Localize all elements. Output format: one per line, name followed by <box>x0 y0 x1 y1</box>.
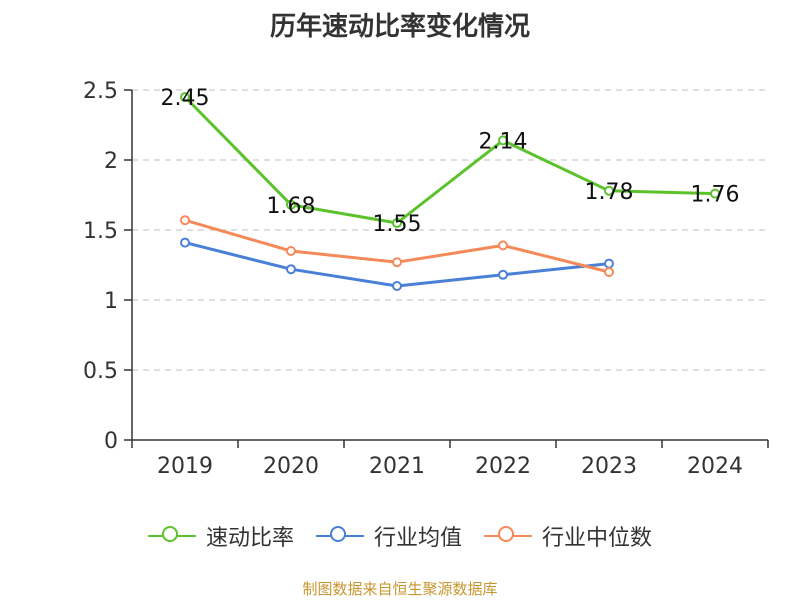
legend-label: 行业中位数 <box>542 526 653 551</box>
data-label: 2.14 <box>479 129 528 154</box>
legend-item-quick-ratio[interactable]: 速动比率 <box>147 520 294 552</box>
legend-label: 速动比率 <box>205 526 294 551</box>
legend-swatch-industry-median <box>484 524 532 548</box>
data-label: 1.76 <box>691 183 740 208</box>
x-tick-label: 2024 <box>687 454 743 479</box>
data-label: 1.78 <box>585 180 634 205</box>
data-point <box>710 188 720 199</box>
y-tick-label: 2.5 <box>83 79 118 104</box>
y-tick-label: 0 <box>104 429 118 454</box>
data-point <box>286 246 296 256</box>
data-point <box>392 281 402 291</box>
legend-item-industry-median[interactable]: 行业中位数 <box>484 520 652 552</box>
data-point <box>392 257 402 268</box>
legend-label: 行业均值 <box>373 526 462 551</box>
data-point <box>498 135 508 146</box>
data-source-note: 制图数据来自恒生聚源数据库 <box>302 580 498 598</box>
data-point <box>392 218 402 228</box>
y-tick-label: 2 <box>104 149 118 174</box>
legend-swatch-quick-ratio <box>147 524 196 548</box>
data-point <box>286 199 296 210</box>
x-tick-label: 2021 <box>369 454 425 479</box>
data-point <box>180 237 190 248</box>
x-tick-label: 2022 <box>475 454 531 479</box>
x-tick-label: 2019 <box>157 454 213 479</box>
legend-item-industry-average[interactable]: 行业均值 <box>315 520 462 552</box>
data-label: 2.45 <box>161 86 210 111</box>
y-tick-label: 0.5 <box>83 359 118 384</box>
x-tick-label: 2023 <box>581 454 637 479</box>
data-point <box>498 269 508 280</box>
y-tick-label: 1 <box>104 289 118 314</box>
data-point <box>604 185 614 196</box>
data-label: 1.55 <box>373 212 422 237</box>
data-label: 1.68 <box>267 194 316 219</box>
data-point <box>498 240 508 251</box>
data-point <box>604 267 614 277</box>
chart-title: 历年速动比率变化情况 <box>269 12 530 42</box>
y-tick-label: 1.5 <box>83 219 118 244</box>
legend-swatch-industry-average <box>315 524 364 548</box>
data-point <box>286 264 296 275</box>
x-tick-label: 2020 <box>263 454 319 479</box>
data-point <box>180 215 190 226</box>
data-point <box>604 258 614 269</box>
data-point <box>180 92 190 102</box>
series-line-0 <box>183 95 716 225</box>
chart-legend: 速动比率 行业均值 行业中位数 <box>0 520 800 552</box>
